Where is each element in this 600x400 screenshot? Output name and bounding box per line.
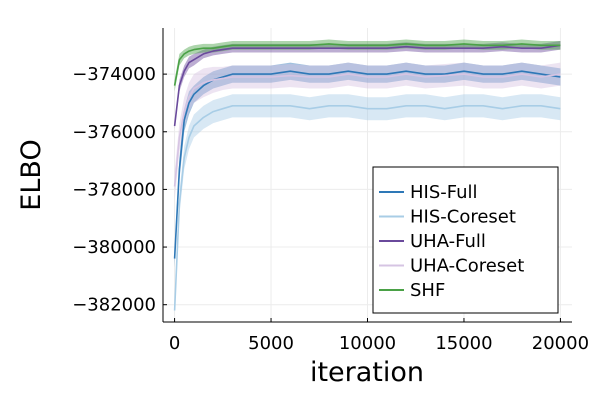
x-tick-label: 10000 [339, 333, 396, 354]
line-his-full [173, 70, 561, 259]
line-shf [173, 43, 561, 86]
x-tick-label: 0 [169, 333, 180, 354]
y-tick-label: −376000 [72, 122, 156, 143]
band-uha-full [174, 41, 561, 129]
legend-label: UHA-Coreset [410, 256, 524, 277]
band-his-coreset [174, 94, 561, 317]
y-tick-label: −378000 [72, 179, 156, 200]
legend-label: HIS-Coreset [410, 207, 516, 228]
x-tick-label: 15000 [435, 333, 492, 354]
series-lines [173, 43, 561, 311]
line-his-coreset [173, 105, 561, 311]
band-his-full [174, 62, 561, 268]
line-uha-coreset [173, 73, 561, 187]
legend-label: SHF [410, 280, 445, 301]
y-axis-title: ELBO [16, 139, 47, 210]
y-tick-label: −380000 [72, 237, 156, 258]
band-uha-coreset [174, 62, 561, 201]
x-tick-label: 20000 [532, 333, 589, 354]
legend: HIS-Full HIS-Coreset UHA-Full UHA-Coreset SH… [372, 166, 559, 314]
legend-label: UHA-Full [410, 231, 486, 252]
y-tick-label: −374000 [72, 64, 156, 85]
legend-label: HIS-Full [410, 182, 478, 203]
line-uha-full [173, 44, 561, 127]
x-ticks: 0 5000 10000 15000 20000 [169, 318, 589, 354]
y-ticks: −374000 −376000 −378000 −380000 −382000 [72, 64, 167, 316]
y-tick-label: −382000 [72, 295, 156, 316]
x-axis-title: iteration [310, 357, 424, 388]
x-tick-label: 5000 [248, 333, 294, 354]
